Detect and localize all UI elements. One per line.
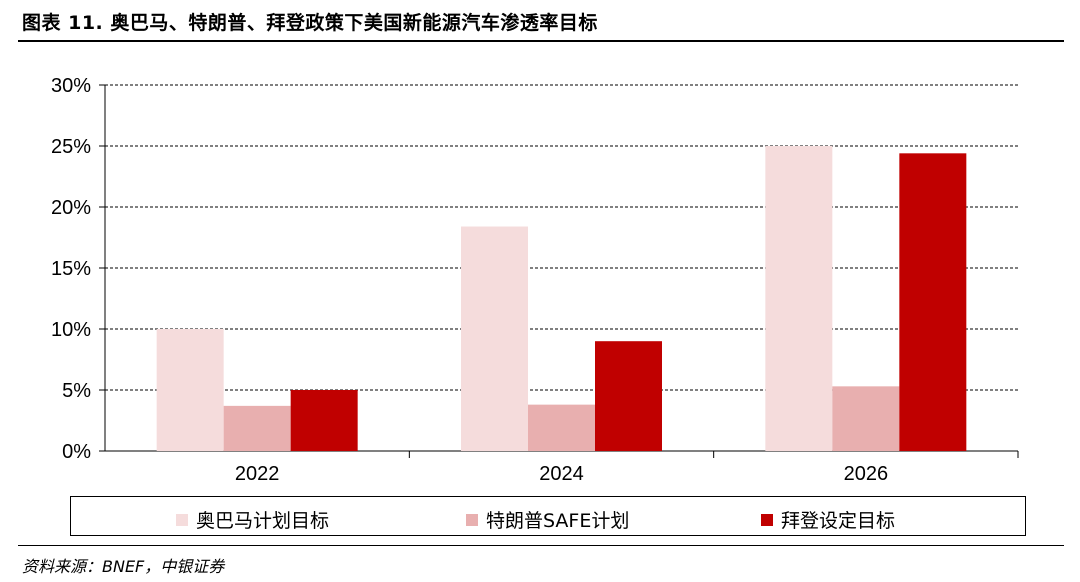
y-tick-label: 15%	[51, 258, 91, 280]
bars	[156, 146, 967, 451]
legend-label: 奥巴马计划目标	[196, 510, 330, 532]
bottom-rule	[18, 545, 1064, 546]
gridlines	[105, 84, 1018, 391]
bar	[899, 153, 967, 451]
y-tick-label: 25%	[51, 136, 91, 158]
bar	[595, 341, 662, 451]
y-tick-label: 20%	[51, 197, 91, 219]
legend-label: 特朗普SAFE计划	[486, 510, 630, 532]
bar	[223, 405, 291, 451]
y-tick-label: 10%	[51, 319, 91, 341]
y-tick-label: 5%	[62, 380, 91, 402]
bar	[156, 329, 224, 451]
legend-swatch	[176, 513, 188, 526]
legend-item-trump: 特朗普SAFE计划	[466, 506, 629, 533]
top-rule	[18, 40, 1064, 42]
legend-label: 拜登设定目标	[781, 510, 896, 532]
chart-title: 图表 11. 奥巴马、特朗普、拜登政策下美国新能源汽车渗透率目标	[22, 12, 598, 34]
y-axis: 0% 5% 10% 15% 20% 25% 30%	[51, 75, 106, 463]
x-axis: 2022 2024 2026	[105, 450, 1019, 485]
bar	[461, 226, 528, 451]
legend-swatch	[761, 513, 773, 526]
bar	[528, 404, 595, 451]
bar	[832, 386, 900, 451]
y-tick-label: 30%	[51, 75, 91, 97]
legend-item-obama: 奥巴马计划目标	[176, 506, 329, 533]
x-tick-label: 2026	[844, 463, 889, 485]
legend-swatch	[466, 513, 478, 526]
x-tick-label: 2024	[539, 463, 584, 485]
bar	[765, 146, 833, 451]
bar	[290, 390, 358, 451]
source-note: 资料来源：BNEF，中银证券	[22, 557, 225, 576]
legend: 奥巴马计划目标 特朗普SAFE计划 拜登设定目标	[70, 496, 1026, 536]
legend-item-biden: 拜登设定目标	[761, 506, 895, 533]
y-tick-label: 0%	[62, 441, 91, 463]
x-tick-label: 2022	[235, 463, 280, 485]
